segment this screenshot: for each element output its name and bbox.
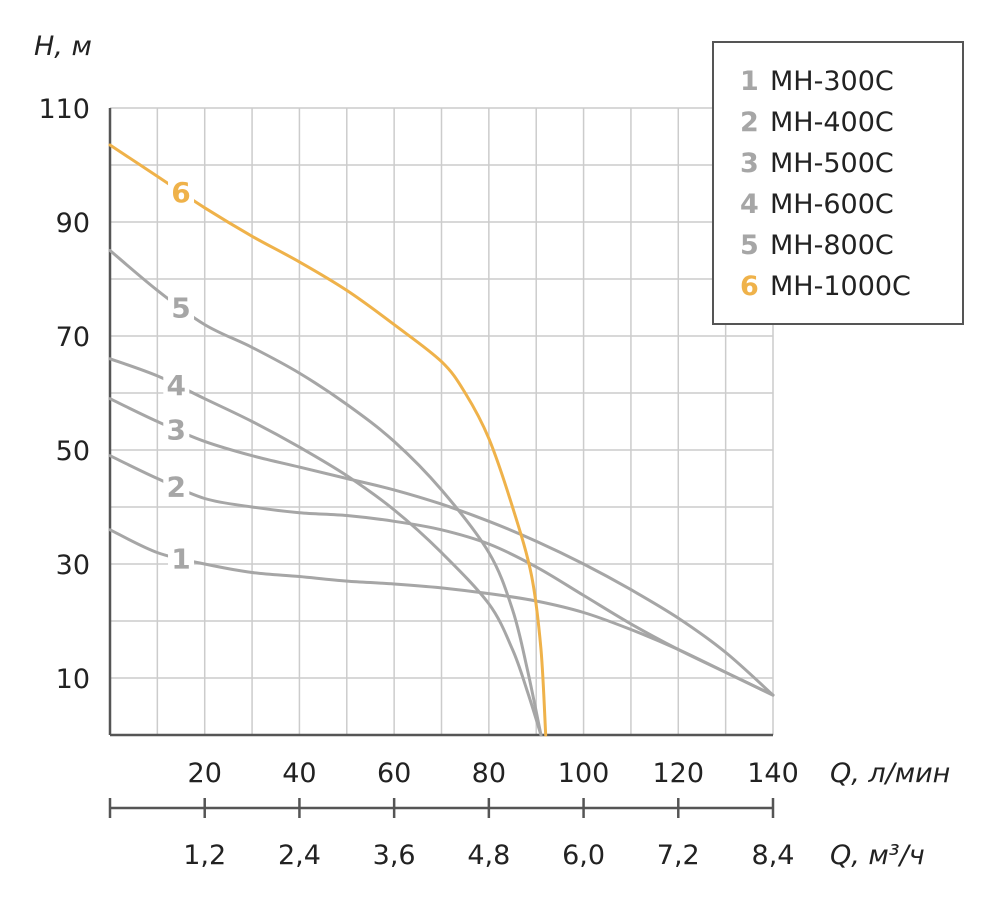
x-tick-label: 80 <box>472 758 506 789</box>
y-tick-label: 30 <box>56 550 90 581</box>
curve-label-background <box>168 541 195 576</box>
series-line <box>108 143 548 737</box>
x-tick-label: 60 <box>377 758 411 789</box>
x2-tick-label: 1,2 <box>183 840 226 871</box>
curve-label-background <box>163 368 190 403</box>
y-tick-label: 70 <box>56 322 90 353</box>
legend-item-number: 6 <box>740 271 759 302</box>
legend-item-label: МН-400С <box>770 107 894 138</box>
curve-label-background <box>163 412 190 447</box>
series-line <box>108 397 775 697</box>
legend: 1 МН-300С 2 МН-400С 3 МН-500С 4 МН-600С 5 МН-800С… <box>712 41 964 325</box>
y-tick-label: 110 <box>38 94 90 125</box>
x-tick-label: 140 <box>747 758 799 789</box>
x2-tick-label: 6,0 <box>562 840 605 871</box>
x2-tick-label: 7,2 <box>657 840 700 871</box>
y-tick-label: 50 <box>56 436 90 467</box>
x-tick-label: 40 <box>282 758 316 789</box>
legend-item-label: МН-600С <box>770 189 894 220</box>
x-tick-label: 20 <box>188 758 222 789</box>
x-axis-title: Q, л/мин <box>830 758 950 789</box>
series-line <box>108 357 543 737</box>
curve-label: 4 <box>167 369 186 402</box>
legend-box <box>712 41 964 325</box>
curve-label: 5 <box>171 292 190 325</box>
legend-item-number: 2 <box>740 107 759 138</box>
curve-label: 3 <box>167 413 186 446</box>
legend-item-number: 4 <box>740 189 759 220</box>
series-line <box>108 454 775 697</box>
x2-tick-label: 3,6 <box>373 840 416 871</box>
curves <box>108 143 775 737</box>
x2-axis-title: Q, м³/ч <box>830 840 925 871</box>
curve-label-background <box>163 469 190 504</box>
x2-tick-label: 4,8 <box>467 840 510 871</box>
curve-labels: 1 2 3 4 5 6 <box>163 175 195 576</box>
curve-label: 2 <box>167 470 186 503</box>
y-axis-title: H, м <box>34 31 92 62</box>
legend-items: 1 МН-300С 2 МН-400С 3 МН-500С 4 МН-600С 5 МН-800С… <box>740 66 911 302</box>
curve-label-background <box>168 175 195 210</box>
tick-labels: 10 30 50 70 90 110 20 40 60 80 100 120 140 1,2 2,4 3,6 4… <box>38 94 798 871</box>
x2-tick-label: 8,4 <box>752 840 795 871</box>
grid <box>110 107 774 735</box>
y-tick-label: 90 <box>56 208 90 239</box>
legend-item-label: МН-1000С <box>770 271 911 302</box>
legend-item-number: 1 <box>740 66 759 97</box>
y-tick-label: 10 <box>56 664 90 695</box>
axes <box>108 108 775 818</box>
series-line <box>108 249 543 737</box>
x-tick-label: 100 <box>558 758 610 789</box>
curve-label-background <box>168 290 195 325</box>
legend-item-number: 3 <box>740 148 759 179</box>
legend-item-label: МН-500С <box>770 148 894 179</box>
x2-tick-label: 2,4 <box>278 840 321 871</box>
legend-item-number: 5 <box>740 230 759 261</box>
curve-label: 6 <box>171 176 190 209</box>
legend-item-label: МН-300С <box>770 66 894 97</box>
curve-label: 1 <box>171 542 190 575</box>
legend-item-label: МН-800С <box>770 230 894 261</box>
x-tick-label: 120 <box>653 758 705 789</box>
